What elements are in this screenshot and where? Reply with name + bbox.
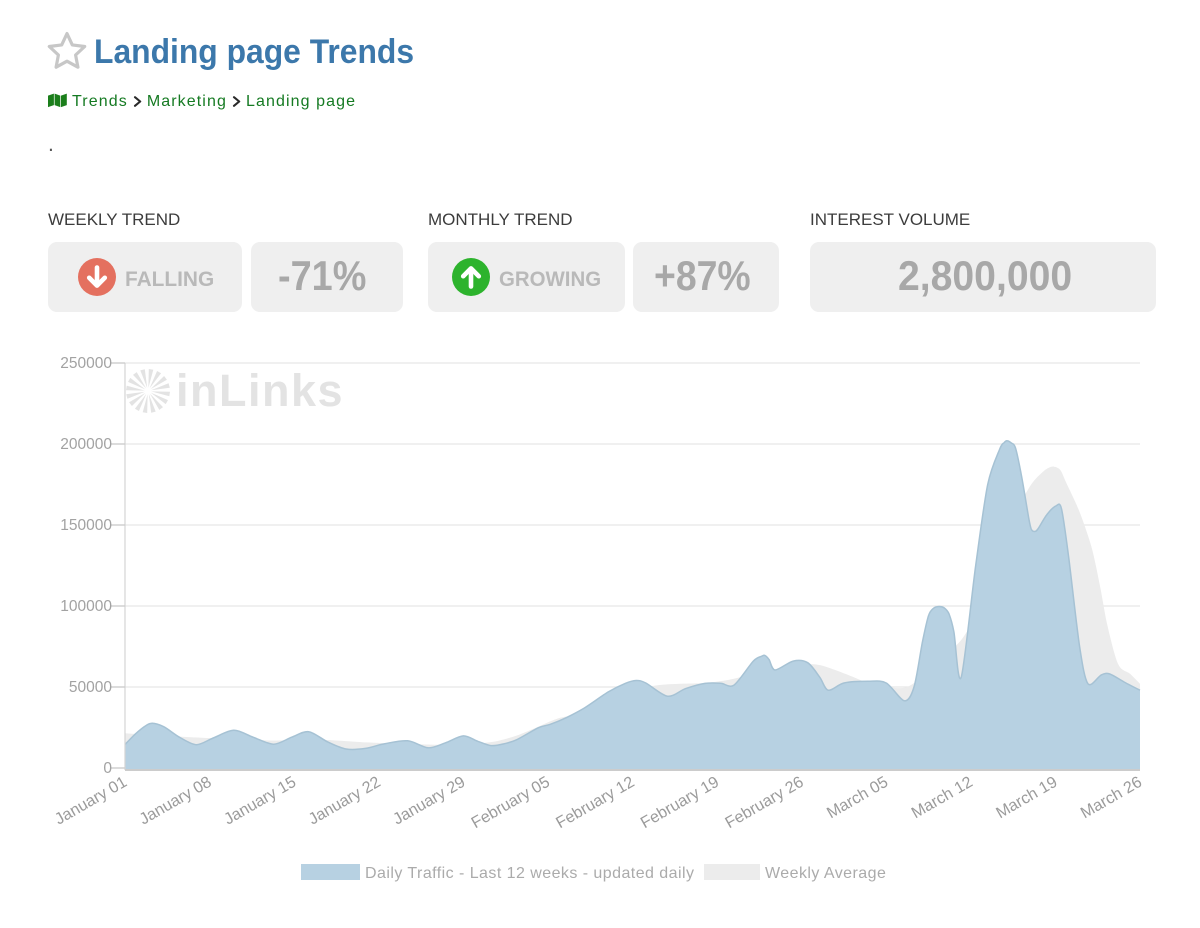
- svg-text:March 05: March 05: [824, 773, 891, 822]
- svg-text:January 15: January 15: [221, 773, 299, 829]
- svg-text:inLinks: inLinks: [176, 365, 344, 416]
- svg-text:January 22: January 22: [305, 773, 383, 829]
- svg-text:January 08: January 08: [136, 773, 214, 829]
- svg-text:February 26: February 26: [722, 773, 807, 832]
- svg-text:100000: 100000: [60, 598, 112, 615]
- svg-text:Daily Traffic - Last 12 weeks: Daily Traffic - Last 12 weeks - updated …: [365, 865, 694, 882]
- svg-text:January 01: January 01: [52, 773, 130, 829]
- svg-text:150000: 150000: [60, 517, 112, 534]
- svg-text:50000: 50000: [69, 679, 112, 696]
- svg-text:January 29: January 29: [390, 773, 468, 829]
- svg-text:200000: 200000: [60, 436, 112, 453]
- svg-text:March 12: March 12: [908, 773, 975, 822]
- svg-text:Weekly Average: Weekly Average: [765, 865, 886, 882]
- svg-text:March 26: March 26: [1078, 773, 1145, 822]
- svg-text:March 19: March 19: [993, 773, 1060, 822]
- svg-text:250000: 250000: [60, 355, 112, 372]
- svg-text:February 12: February 12: [553, 773, 638, 832]
- svg-text:February 05: February 05: [468, 773, 553, 832]
- svg-text:February 19: February 19: [638, 773, 723, 832]
- svg-text:0: 0: [103, 760, 112, 777]
